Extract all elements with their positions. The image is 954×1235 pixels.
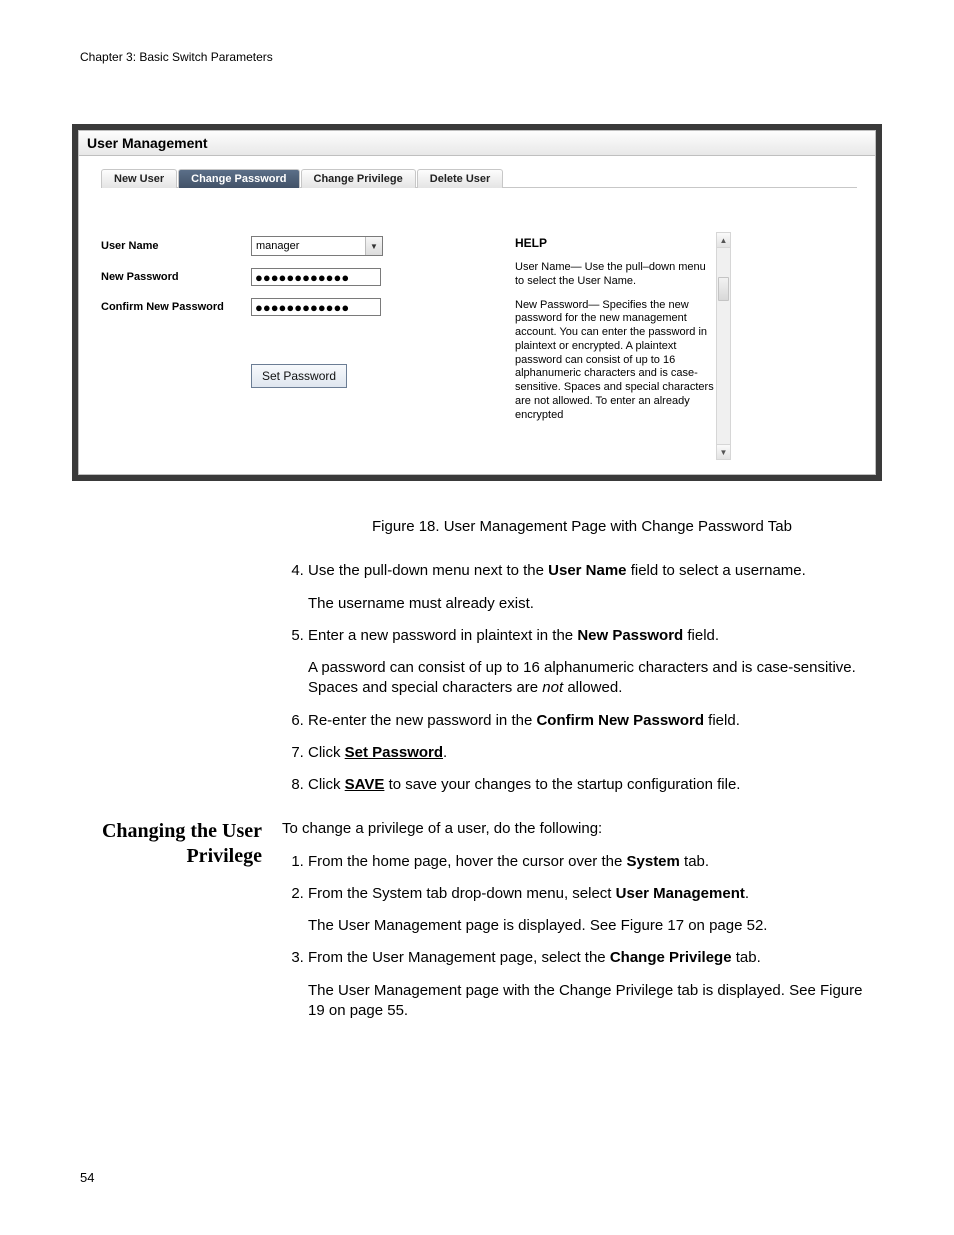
step-b1: From the home page, hover the cursor ove… bbox=[308, 852, 882, 872]
tab-bar: New User Change Password Change Privileg… bbox=[101, 168, 857, 188]
help-paragraph: User Name— Use the pull–down menu to sel… bbox=[515, 261, 715, 289]
tab-change-password[interactable]: Change Password bbox=[178, 169, 299, 188]
username-label: User Name bbox=[101, 240, 251, 252]
step-7: Click Set Password. bbox=[308, 743, 882, 763]
set-password-button[interactable]: Set Password bbox=[251, 364, 347, 388]
step-5: Enter a new password in plaintext in the… bbox=[308, 626, 882, 699]
help-panel: HELP User Name— Use the pull–down menu t… bbox=[515, 236, 731, 456]
section-heading: Changing the User Privilege bbox=[72, 819, 282, 1045]
change-password-form: User Name manager ▼ New Password Confirm bbox=[101, 236, 481, 456]
page-number: 54 bbox=[80, 1170, 94, 1185]
help-scrollbar[interactable]: ▲ ▼ bbox=[716, 232, 731, 460]
confirm-password-input[interactable] bbox=[251, 298, 381, 316]
panel-title: User Management bbox=[79, 131, 875, 156]
chevron-down-icon: ▼ bbox=[365, 237, 382, 255]
username-value: manager bbox=[252, 240, 365, 252]
confirm-password-label: Confirm New Password bbox=[101, 301, 251, 313]
username-select[interactable]: manager ▼ bbox=[251, 236, 383, 256]
step-4: Use the pull-down menu next to the User … bbox=[308, 561, 882, 614]
text-fade bbox=[515, 446, 715, 456]
procedure-steps-b: From the home page, hover the cursor ove… bbox=[282, 852, 882, 1022]
scroll-thumb[interactable] bbox=[718, 277, 729, 301]
step-b2: From the System tab drop-down menu, sele… bbox=[308, 884, 882, 937]
procedure-steps-a: Use the pull-down menu next to the User … bbox=[282, 561, 882, 795]
user-management-panel: User Management New User Change Password… bbox=[78, 130, 876, 475]
scroll-down-icon[interactable]: ▼ bbox=[717, 444, 730, 459]
help-paragraph: New Password— Specifies the new password… bbox=[515, 299, 715, 423]
screenshot-frame: User Management New User Change Password… bbox=[72, 124, 882, 481]
new-password-input[interactable] bbox=[251, 268, 381, 286]
tab-new-user[interactable]: New User bbox=[101, 169, 177, 188]
step-6: Re-enter the new password in the Confirm… bbox=[308, 711, 882, 731]
tab-delete-user[interactable]: Delete User bbox=[417, 169, 504, 188]
step-b3: From the User Management page, select th… bbox=[308, 948, 882, 1021]
new-password-label: New Password bbox=[101, 271, 251, 283]
section-intro: To change a privilege of a user, do the … bbox=[282, 819, 882, 839]
help-title: HELP bbox=[515, 236, 715, 251]
scroll-up-icon[interactable]: ▲ bbox=[717, 233, 730, 248]
step-8: Click SAVE to save your changes to the s… bbox=[308, 775, 882, 795]
chapter-header: Chapter 3: Basic Switch Parameters bbox=[0, 0, 954, 64]
tab-change-privilege[interactable]: Change Privilege bbox=[301, 169, 416, 188]
figure-caption: Figure 18. User Management Page with Cha… bbox=[282, 517, 882, 537]
